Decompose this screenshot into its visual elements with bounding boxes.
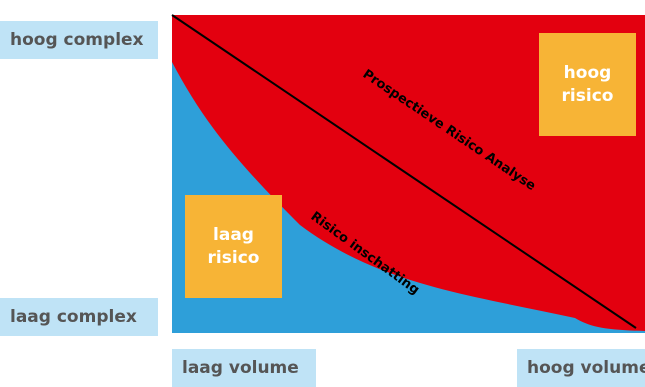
x-axis-high-label: hoog volume (517, 349, 645, 387)
blue-region (172, 62, 645, 333)
high-risk-box: hoog risico (539, 33, 636, 136)
y-axis-low-label: laag complex (0, 298, 158, 336)
low-risk-box: laag risico (185, 195, 282, 298)
high-risk-box-line1: hoog (563, 62, 612, 83)
high-risk-box-line2: risico (561, 85, 614, 106)
x-axis-low-label: laag volume (172, 349, 316, 387)
low-risk-box-line2: risico (207, 247, 260, 268)
low-risk-box-line1: laag (213, 224, 254, 245)
y-axis-high-label: hoog complex (0, 21, 158, 59)
diagonal-divider-line (171, 14, 637, 329)
